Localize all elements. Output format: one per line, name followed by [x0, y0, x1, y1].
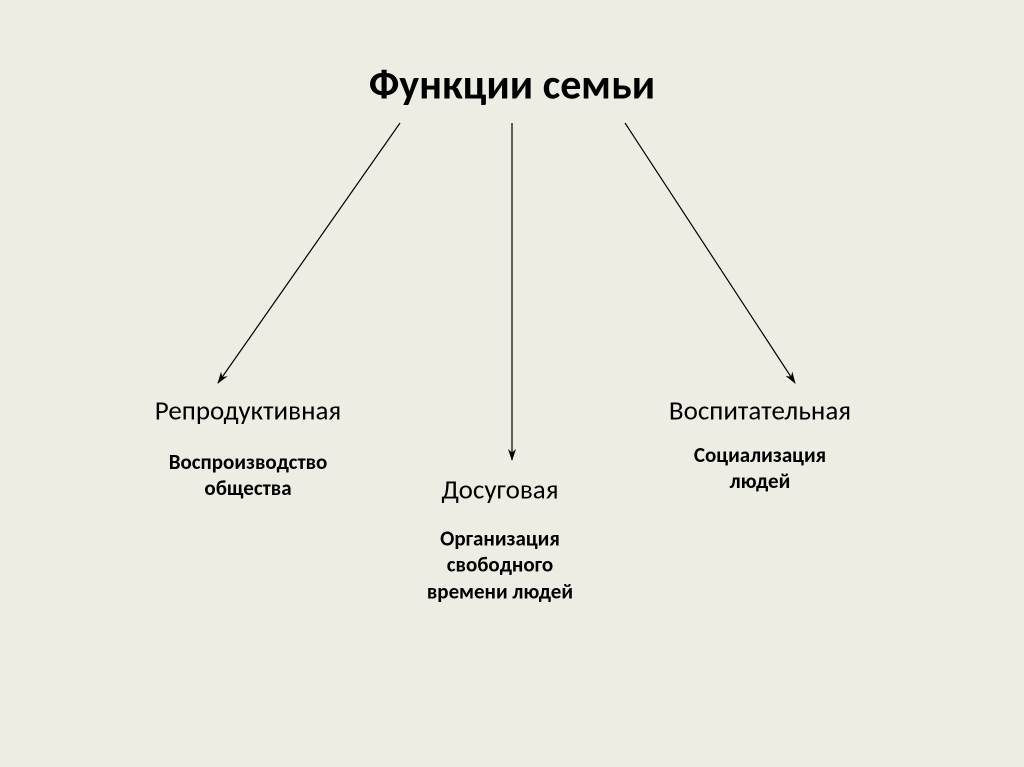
node-sub-educational: Социализация людей	[694, 442, 826, 495]
node-heading-reproductive: Репродуктивная	[155, 395, 341, 428]
arrow-2	[625, 123, 795, 383]
node-sub-reproductive: Воспроизводство общества	[169, 449, 328, 502]
node-heading-educational: Воспитательная	[669, 395, 851, 428]
node-sub-leisure: Организация свободного времени людей	[427, 526, 573, 605]
arrow-0	[218, 123, 400, 383]
diagram-canvas: Функции семьи Репродуктивная Воспроизводс…	[0, 0, 1024, 767]
arrows-layer	[0, 0, 1024, 767]
diagram-title: Функции семьи	[369, 60, 655, 111]
node-heading-leisure: Досуговая	[442, 474, 559, 507]
